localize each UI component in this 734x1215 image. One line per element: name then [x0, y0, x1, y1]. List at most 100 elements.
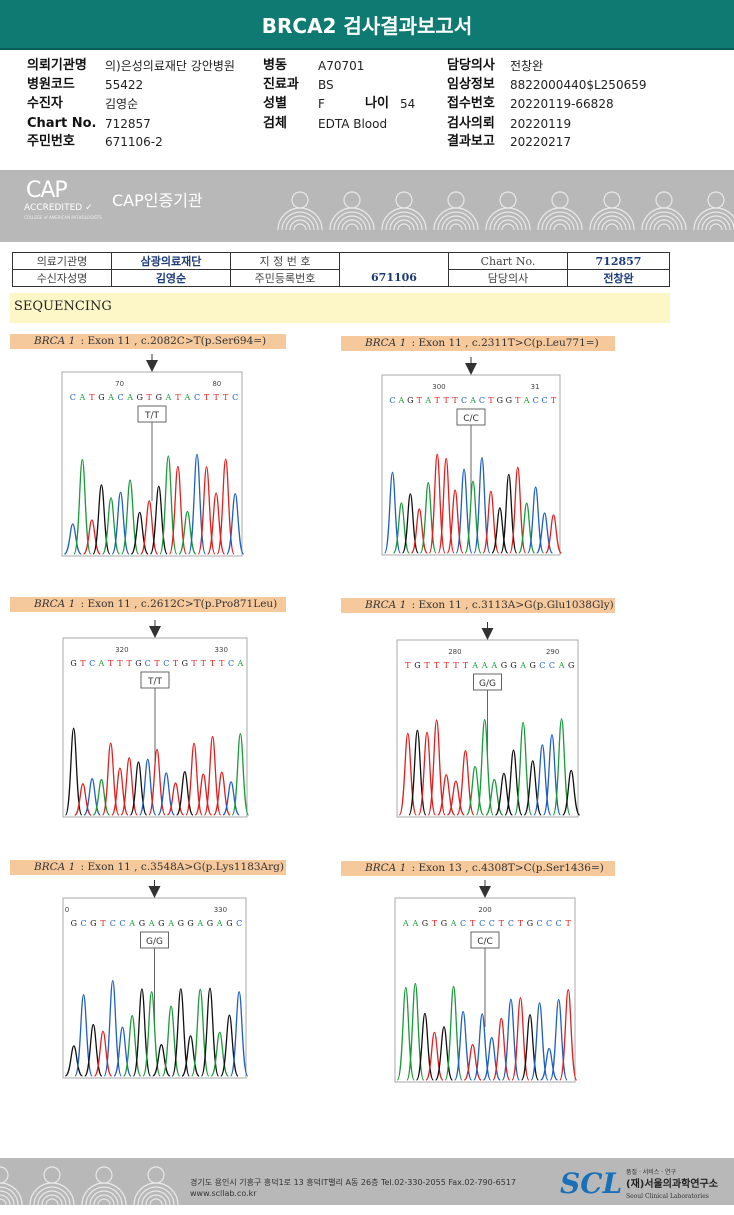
info-value: 전창완	[510, 59, 544, 73]
footer-org: (재)서울의과학연구소	[626, 1179, 718, 1190]
base-call: T	[444, 661, 450, 670]
base-call: A	[196, 919, 203, 928]
info-value: 55422	[105, 78, 144, 92]
base-call: T	[210, 659, 216, 668]
peak	[185, 742, 203, 816]
base-call: T	[453, 661, 459, 670]
base-call: C	[145, 659, 151, 668]
info-label: 성별	[263, 96, 287, 111]
genotype-label: C/C	[463, 414, 479, 424]
gene-name: BRCA 1	[34, 861, 76, 873]
peak	[74, 994, 93, 1077]
base-call: T	[191, 659, 197, 668]
base-call: C	[119, 919, 125, 928]
base-call: A	[164, 393, 171, 402]
base-call: G	[506, 396, 512, 405]
peak	[176, 771, 194, 816]
peak	[383, 471, 401, 554]
variant-label: BRCA 1 : Exon 11 , c.3113A>G(p.Glu1038Gl…	[341, 598, 615, 613]
peak	[410, 508, 428, 554]
peak	[203, 735, 222, 816]
base-call: G	[497, 396, 503, 405]
base-call: A	[450, 919, 457, 928]
info-label: 수진자	[27, 96, 63, 111]
base-call: T	[434, 661, 440, 670]
base-call: G	[156, 393, 162, 402]
base-call: C	[70, 393, 76, 402]
base-call: G	[226, 919, 232, 928]
base-call: T	[432, 919, 438, 928]
arrow-icon	[146, 360, 158, 372]
wave-pattern	[0, 1166, 179, 1206]
cap-banner	[0, 170, 734, 242]
peak	[463, 1043, 482, 1081]
peak	[82, 519, 101, 555]
info-value: A70701	[318, 59, 365, 73]
base-call: C	[236, 919, 242, 928]
base-call: C	[81, 919, 87, 928]
peak	[216, 458, 235, 555]
info-label: 담당의사	[447, 58, 495, 73]
peak	[527, 486, 545, 554]
base-call: A	[481, 661, 488, 670]
arrow-icon	[149, 626, 161, 638]
base-call: A	[184, 393, 191, 402]
base-call: G	[187, 919, 193, 928]
base-call: C	[508, 919, 514, 928]
peak	[540, 1047, 559, 1081]
base-call: G	[501, 661, 507, 670]
info-value: 20220217	[510, 135, 572, 149]
variant-label: BRCA 1 : Exon 13 , c.4308T>C(p.Ser1436=)	[341, 861, 615, 876]
info-value: EDTA Blood	[318, 117, 388, 131]
genotype-label: G/G	[479, 679, 496, 689]
info-label: 임상정보	[447, 77, 495, 92]
peak	[434, 1026, 454, 1081]
arrow-icon	[481, 628, 494, 640]
base-call: G	[568, 661, 574, 670]
tick-label: 330	[214, 906, 227, 914]
cap-cert-label: CAP인증기관	[112, 191, 203, 210]
base-call: G	[182, 659, 188, 668]
gene-name: BRCA 1	[34, 335, 76, 347]
tick-label: 280	[448, 648, 461, 656]
base-call: A	[126, 393, 133, 402]
footer-org-en: Seoul Clinical Laboratories	[626, 1193, 709, 1200]
info-label: Chart No.	[27, 116, 97, 131]
base-call: G	[510, 661, 516, 670]
peak	[559, 989, 577, 1081]
info-label: 검사의뢰	[447, 116, 495, 131]
base-call: G	[158, 919, 164, 928]
peak	[562, 769, 580, 816]
base-call: C	[89, 659, 95, 668]
footer-address: 경기도 용인시 기흥구 흥덕1로 13 흥덕IT밸리 A동 26층 Tel.02…	[190, 1178, 516, 1198]
base-call: G	[71, 919, 77, 928]
base-call: T	[463, 661, 469, 670]
base-call: T	[108, 659, 114, 668]
peak	[446, 780, 465, 816]
base-call: T	[204, 393, 210, 402]
base-call: T	[89, 393, 95, 402]
base-call: T	[147, 393, 153, 402]
base-call: T	[518, 919, 524, 928]
cell: 671106	[339, 269, 449, 287]
peak	[171, 988, 190, 1077]
variant-label: BRCA 1 : Exon 11 , c.2082C>T(p.Ser694=)	[10, 334, 286, 349]
variant-label: BRCA 1 : Exon 11 , c.2612C>T(p.Pro871Leu…	[10, 597, 286, 612]
base-call: T	[424, 661, 430, 670]
peak	[229, 991, 248, 1077]
base-call: T	[201, 659, 207, 668]
tick-label: 80	[212, 380, 221, 388]
variant-desc: : Exon 11 , c.2082C>T(p.Ser694=)	[77, 335, 267, 347]
peak	[194, 773, 213, 816]
section-sequencing: SEQUENCING	[10, 293, 670, 323]
scl-logo: SCL	[560, 1167, 623, 1200]
cell: 지 정 번 호	[230, 252, 340, 270]
base-call: A	[519, 661, 526, 670]
base-call: T	[551, 396, 557, 405]
base-call: C	[533, 396, 539, 405]
tick-label: 70	[115, 380, 124, 388]
base-call: A	[236, 659, 243, 668]
info-label: 접수번호	[447, 96, 495, 111]
cell: 수신자성명	[12, 269, 112, 287]
base-call: C	[536, 919, 542, 928]
